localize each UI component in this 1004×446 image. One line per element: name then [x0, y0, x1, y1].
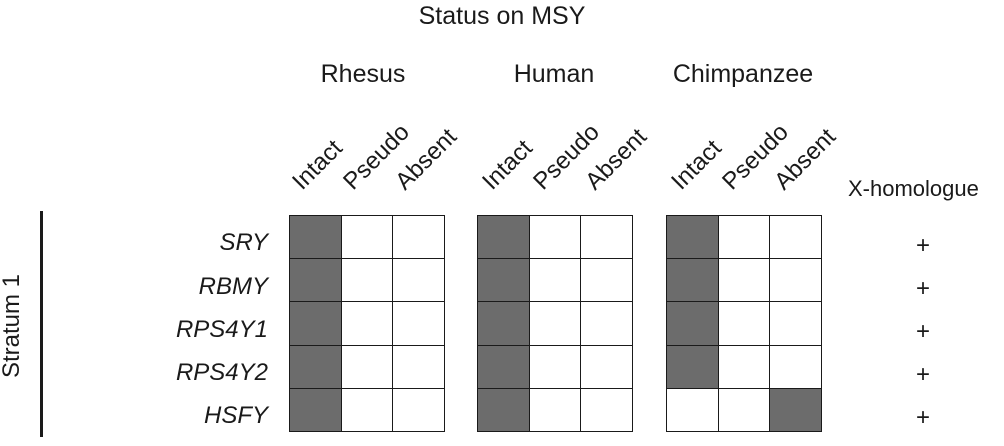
status-cell-human-rbmy-intact — [477, 258, 530, 303]
x-homologue-mark-rps4y1: + — [915, 318, 930, 345]
x-homologue-header: X-homologue — [848, 176, 979, 201]
status-cell-chimpanzee-rps4y1-pseudo — [717, 301, 771, 347]
status-cell-chimpanzee-rps4y2-intact — [666, 344, 719, 390]
status-cell-human-rps4y2-pseudo — [528, 344, 582, 390]
status-cell-chimpanzee-rps4y1-intact — [666, 301, 719, 347]
status-cell-rhesus-rps4y1-pseudo — [340, 301, 394, 347]
status-cell-chimpanzee-sry-pseudo — [717, 215, 771, 260]
gene-label-sry: SRY — [219, 229, 268, 256]
status-cell-rhesus-hsfy-absent — [392, 387, 445, 433]
status-cell-rhesus-sry-pseudo — [340, 215, 394, 260]
status-cell-rhesus-hsfy-pseudo — [340, 387, 394, 433]
status-cell-human-hsfy-pseudo — [528, 387, 582, 433]
status-cell-rhesus-sry-intact — [289, 215, 342, 260]
status-cell-rhesus-sry-absent — [392, 215, 445, 260]
gene-label-hsfy: HSFY — [203, 402, 268, 429]
status-cell-human-sry-absent — [580, 215, 633, 260]
x-homologue-mark-rps4y2: + — [915, 361, 930, 388]
status-cell-rhesus-rbmy-pseudo — [340, 258, 394, 303]
status-cell-chimpanzee-sry-intact — [666, 215, 719, 260]
status-cell-rhesus-rbmy-intact — [289, 258, 342, 303]
status-cell-rhesus-hsfy-intact — [289, 387, 342, 433]
status-cell-human-rbmy-pseudo — [528, 258, 582, 303]
status-cell-rhesus-rps4y1-intact — [289, 301, 342, 347]
status-cell-human-hsfy-intact — [477, 387, 530, 433]
column-label-human-intact: Intact — [477, 134, 538, 196]
x-homologue-mark-hsfy: + — [915, 404, 930, 431]
x-homologue-mark-sry: + — [915, 232, 930, 259]
status-cell-chimpanzee-rbmy-absent — [769, 258, 822, 303]
status-cell-chimpanzee-rps4y2-absent — [769, 344, 822, 390]
x-homologue-mark-rbmy: + — [915, 275, 930, 302]
column-label-chimpanzee-intact: Intact — [666, 134, 727, 196]
status-cell-rhesus-rps4y2-pseudo — [340, 344, 394, 390]
status-cell-human-sry-pseudo — [528, 215, 582, 260]
gene-label-rbmy: RBMY — [198, 273, 268, 300]
species-label-rhesus: Rhesus — [320, 60, 406, 88]
status-cell-rhesus-rps4y2-intact — [289, 344, 342, 390]
gene-label-rps4y2: RPS4Y2 — [175, 359, 268, 386]
status-cell-rhesus-rps4y2-absent — [392, 344, 445, 390]
status-cell-human-rps4y1-absent — [580, 301, 633, 347]
species-label-human: Human — [513, 60, 595, 88]
status-cell-chimpanzee-rps4y2-pseudo — [717, 344, 771, 390]
status-cell-human-rps4y2-absent — [580, 344, 633, 390]
status-cell-chimpanzee-hsfy-absent — [769, 387, 822, 433]
status-cell-chimpanzee-rbmy-intact — [666, 258, 719, 303]
status-cell-rhesus-rps4y1-absent — [392, 301, 445, 347]
stratum-label: Stratum 1 — [0, 273, 25, 379]
status-cell-human-rps4y1-intact — [477, 301, 530, 347]
status-cell-chimpanzee-hsfy-intact — [666, 387, 719, 433]
status-cell-chimpanzee-sry-absent — [769, 215, 822, 260]
species-label-chimpanzee: Chimpanzee — [672, 60, 814, 88]
status-cell-human-rps4y1-pseudo — [528, 301, 582, 347]
status-cell-human-sry-intact — [477, 215, 530, 260]
status-cell-human-rbmy-absent — [580, 258, 633, 303]
gene-label-rps4y1: RPS4Y1 — [175, 316, 268, 343]
diagram-title: Status on MSY — [418, 2, 586, 30]
status-cell-chimpanzee-rps4y1-absent — [769, 301, 822, 347]
column-label-rhesus-intact: Intact — [287, 134, 348, 196]
stratum-bracket-line — [40, 211, 43, 437]
status-cell-human-rps4y2-intact — [477, 344, 530, 390]
status-cell-chimpanzee-rbmy-pseudo — [717, 258, 771, 303]
status-cell-chimpanzee-hsfy-pseudo — [717, 387, 771, 433]
status-cell-human-hsfy-absent — [580, 387, 633, 433]
status-cell-rhesus-rbmy-absent — [392, 258, 445, 303]
